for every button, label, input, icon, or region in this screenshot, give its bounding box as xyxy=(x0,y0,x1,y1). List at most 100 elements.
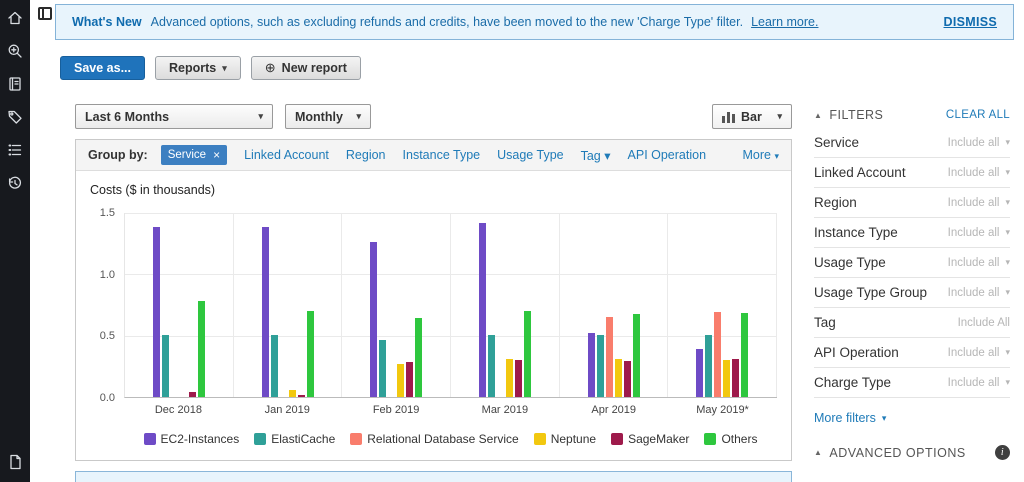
legend-item-elasticache[interactable]: ElastiCache xyxy=(254,432,335,446)
granularity-select[interactable]: Monthly ▾ xyxy=(285,104,371,129)
groupby-link-instance-type[interactable]: Instance Type xyxy=(402,147,481,162)
main-area: What's New Advanced options, such as exc… xyxy=(30,0,1024,482)
history-icon[interactable] xyxy=(6,174,24,192)
filter-row-linked-account[interactable]: Linked Account Include all ▾ xyxy=(814,158,1010,188)
chevron-down-icon: ▾ xyxy=(1005,197,1010,207)
close-icon[interactable]: × xyxy=(213,148,221,162)
new-report-button[interactable]: ⊕ New report xyxy=(250,56,361,80)
groupby-link-region[interactable]: Region xyxy=(345,147,386,162)
legend-item-relational-database-service[interactable]: Relational Database Service xyxy=(350,432,519,446)
x-tick-label: May 2019* xyxy=(696,404,749,416)
filter-row-charge-type[interactable]: Charge Type Include all ▾ xyxy=(814,368,1010,398)
bar-group-jan-2019 xyxy=(234,213,343,397)
bar-ec2-instances-mar-2019[interactable] xyxy=(478,223,486,397)
filter-row-instance-type[interactable]: Instance Type Include all ▾ xyxy=(814,218,1010,248)
bar-neptune-feb-2019[interactable] xyxy=(397,364,405,397)
collapse-triangle-icon[interactable]: ▲ xyxy=(814,110,823,120)
groupby-chip-service[interactable]: Service × xyxy=(160,145,228,165)
filter-row-api-operation[interactable]: API Operation Include all ▾ xyxy=(814,338,1010,368)
bar-neptune-may-2019[interactable] xyxy=(723,360,731,397)
filter-value: Include all ▾ xyxy=(948,377,1010,389)
groupby-links: Linked Account Region Instance Type Usage T… xyxy=(244,148,706,163)
advanced-options-header[interactable]: ▲ ADVANCED OPTIONS i xyxy=(814,445,1010,460)
chart-legend: EC2-Instances ElastiCache Relational Datab… xyxy=(124,432,777,446)
groupby-link-tag[interactable]: Tag ▾ xyxy=(580,148,611,163)
filter-value: Include All xyxy=(958,317,1010,329)
journal-icon[interactable] xyxy=(6,75,24,93)
chevron-down-icon: ▾ xyxy=(1005,137,1010,147)
legend-item-sagemaker[interactable]: SageMaker xyxy=(611,432,689,446)
legend-item-neptune[interactable]: Neptune xyxy=(533,432,597,446)
list-icon[interactable] xyxy=(6,141,24,159)
bar-neptune-mar-2019[interactable] xyxy=(505,359,513,397)
bar-elasticache-may-2019[interactable] xyxy=(705,335,713,397)
save-as-button[interactable]: Save as... xyxy=(60,56,145,80)
chevron-down-icon: ▾ xyxy=(881,412,887,423)
bar-sagemaker-dec-2018[interactable] xyxy=(188,392,196,397)
bar-elasticache-dec-2018[interactable] xyxy=(161,335,169,397)
bar-ec2-instances-apr-2019[interactable] xyxy=(587,333,595,397)
groupby-link-usage-type[interactable]: Usage Type xyxy=(497,147,564,162)
groupby-link-linked-account[interactable]: Linked Account xyxy=(244,147,329,162)
bar-ec2-instances-dec-2018[interactable] xyxy=(152,227,160,397)
chevron-down-icon: ▾ xyxy=(1005,227,1010,237)
dismiss-button[interactable]: DISMISS xyxy=(943,15,997,29)
bar-group-may-2019 xyxy=(668,213,778,397)
legend-item-ec2-instances[interactable]: EC2-Instances xyxy=(143,432,239,446)
bar-neptune-jan-2019[interactable] xyxy=(288,390,296,397)
bar-sagemaker-may-2019[interactable] xyxy=(732,359,740,397)
bar-neptune-apr-2019[interactable] xyxy=(614,359,622,397)
bar-elasticache-jan-2019[interactable] xyxy=(270,335,278,397)
learn-more-link[interactable]: Learn more. xyxy=(751,15,819,29)
filter-row-region[interactable]: Region Include all ▾ xyxy=(814,188,1010,218)
reports-button[interactable]: Reports ▾ xyxy=(155,56,241,80)
filter-row-usage-type[interactable]: Usage Type Include all ▾ xyxy=(814,248,1010,278)
bar-elasticache-mar-2019[interactable] xyxy=(487,335,495,397)
banner-title: What's New xyxy=(72,15,142,29)
bar-ec2-instances-feb-2019[interactable] xyxy=(370,242,378,397)
bar-relational-database-service-apr-2019[interactable] xyxy=(605,317,613,397)
tag-icon[interactable] xyxy=(6,108,24,126)
plot-row: 0.0 0.5 1.0 1.5 xyxy=(90,207,778,404)
filter-row-tag[interactable]: Tag Include All xyxy=(814,308,1010,338)
groupby-link-api-operation[interactable]: API Operation xyxy=(627,147,707,162)
x-tick-label: Apr 2019 xyxy=(591,404,637,416)
bar-sagemaker-apr-2019[interactable] xyxy=(623,361,631,397)
bar-others-jan-2019[interactable] xyxy=(306,311,314,397)
bar-relational-database-service-may-2019[interactable] xyxy=(714,312,722,397)
info-icon[interactable]: i xyxy=(995,445,1010,460)
bar-sagemaker-feb-2019[interactable] xyxy=(406,362,414,397)
legend-label: Neptune xyxy=(550,432,597,446)
bar-others-feb-2019[interactable] xyxy=(415,318,423,397)
filter-row-service[interactable]: Service Include all ▾ xyxy=(814,128,1010,158)
chevron-down-icon: ▾ xyxy=(356,111,361,121)
chevron-down-icon: ▾ xyxy=(777,111,782,121)
bar-ec2-instances-may-2019[interactable] xyxy=(696,349,704,397)
search-plus-icon[interactable] xyxy=(6,42,24,60)
bar-elasticache-apr-2019[interactable] xyxy=(596,335,604,397)
bar-others-apr-2019[interactable] xyxy=(632,314,640,397)
x-axis-labels: Dec 2018 Jan 2019 Feb 2019 Mar 2019 Apr 2019… xyxy=(124,398,777,416)
bar-others-dec-2018[interactable] xyxy=(197,301,205,397)
chart-type-select[interactable]: Bar ▾ xyxy=(712,104,792,129)
bar-sagemaker-mar-2019[interactable] xyxy=(514,360,522,397)
document-icon[interactable] xyxy=(6,453,24,471)
bar-others-mar-2019[interactable] xyxy=(523,311,531,397)
clear-all-link[interactable]: CLEAR ALL xyxy=(945,109,1010,121)
bar-elasticache-feb-2019[interactable] xyxy=(379,340,387,397)
home-icon[interactable] xyxy=(6,9,24,27)
date-range-select[interactable]: Last 6 Months ▾ xyxy=(75,104,273,129)
bar-others-may-2019[interactable] xyxy=(741,313,749,397)
bar-chart-icon xyxy=(722,111,735,123)
bar-sagemaker-jan-2019[interactable] xyxy=(297,395,305,397)
collapse-panel-icon[interactable] xyxy=(38,7,52,20)
toolbar: Save as... Reports ▾ ⊕ New report xyxy=(60,56,1024,80)
y-tick-label: 0.0 xyxy=(99,392,115,404)
data-table-panel xyxy=(75,471,792,482)
filter-row-usage-type-group[interactable]: Usage Type Group Include all ▾ xyxy=(814,278,1010,308)
legend-item-others[interactable]: Others xyxy=(704,432,757,446)
more-filters-link[interactable]: More filters ▾ xyxy=(814,411,886,425)
bar-ec2-instances-jan-2019[interactable] xyxy=(261,227,269,397)
groupby-more-link[interactable]: More ▾ xyxy=(743,148,780,162)
filter-value-text: Include all xyxy=(947,346,1000,359)
